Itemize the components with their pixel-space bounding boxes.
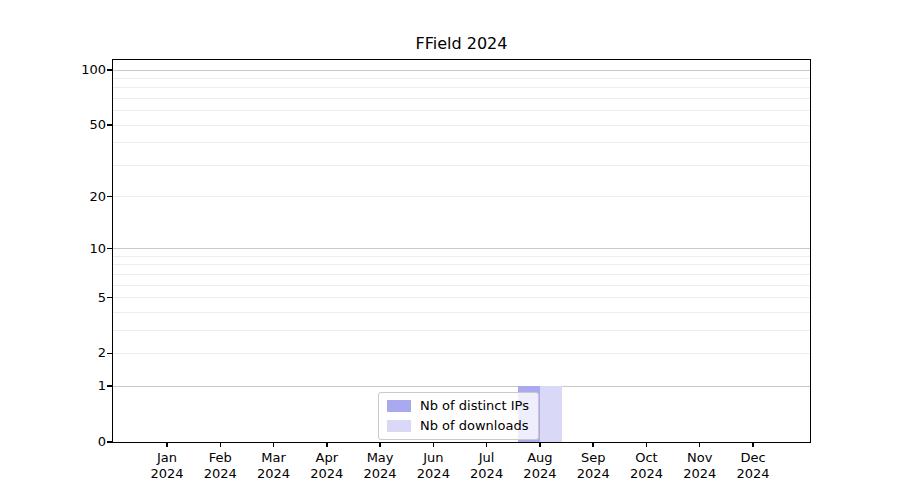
gridline-y-1: [113, 386, 810, 387]
x-axis-tick-label-line: 2024: [512, 466, 568, 482]
y-axis-tick-50: [107, 124, 112, 126]
x-axis-tick-oct-2024: [646, 442, 648, 447]
x-axis-tick-jun-2024: [433, 442, 435, 447]
gridline-y-80: [113, 87, 810, 88]
gridline-y-6: [113, 285, 810, 286]
x-axis-tick-label-line: 2024: [299, 466, 355, 482]
x-axis-tick-jan-2024: [166, 442, 168, 447]
gridline-y-2: [113, 353, 810, 354]
gridline-y-20: [113, 196, 810, 197]
x-axis-tick-label-line: 2024: [725, 466, 781, 482]
y-axis-tick-0: [107, 441, 112, 443]
x-axis-tick-label-line: 2024: [459, 466, 515, 482]
x-axis-tick-label-line: Jun: [405, 450, 461, 466]
y-axis-tick-label-20: 20: [58, 189, 106, 205]
x-axis-tick-label-aug-2024: Aug2024: [512, 450, 568, 481]
x-axis-tick-label-line: Sep: [565, 450, 621, 466]
y-axis-tick-20: [107, 196, 112, 198]
x-axis-tick-label-jun-2024: Jun2024: [405, 450, 461, 481]
x-axis-tick-label-line: Feb: [192, 450, 248, 466]
gridline-y-4: [113, 312, 810, 313]
gridline-y-50: [113, 125, 810, 126]
gridline-y-100: [113, 70, 810, 71]
x-axis-tick-label-may-2024: May2024: [352, 450, 408, 481]
gridline-y-7: [113, 274, 810, 275]
x-axis-tick-label-line: Apr: [299, 450, 355, 466]
x-axis-tick-feb-2024: [220, 442, 222, 447]
x-axis-tick-label-line: 2024: [672, 466, 728, 482]
legend-swatch-downloads: [387, 420, 411, 432]
legend-item-distinct-ips: Nb of distinct IPs: [387, 398, 529, 414]
x-axis-tick-jul-2024: [486, 442, 488, 447]
bar-nb-of-downloads-aug-2024: [540, 386, 562, 442]
x-axis-tick-label-line: Nov: [672, 450, 728, 466]
x-axis-tick-label-line: 2024: [565, 466, 621, 482]
gridline-y-3: [113, 330, 810, 331]
y-axis-tick-label-5: 5: [58, 290, 106, 306]
x-axis-tick-label-jan-2024: Jan2024: [139, 450, 195, 481]
x-axis-tick-label-line: 2024: [192, 466, 248, 482]
legend: Nb of distinct IPs Nb of downloads: [378, 392, 539, 440]
y-axis-tick-100: [107, 69, 112, 71]
y-axis-tick-5: [107, 297, 112, 299]
x-axis-tick-label-dec-2024: Dec2024: [725, 450, 781, 481]
y-axis-tick-label-0: 0: [58, 434, 106, 450]
chart-title: FField 2024: [113, 34, 810, 54]
x-axis-tick-label-apr-2024: Apr2024: [299, 450, 355, 481]
x-axis-tick-may-2024: [379, 442, 381, 447]
x-axis-tick-label-line: Oct: [618, 450, 674, 466]
x-axis-tick-label-line: 2024: [139, 466, 195, 482]
x-axis-tick-label-line: Jan: [139, 450, 195, 466]
legend-label-downloads: Nb of downloads: [420, 418, 528, 434]
gridline-y-9: [113, 256, 810, 257]
x-axis-tick-aug-2024: [539, 442, 541, 447]
y-axis-tick-label-10: 10: [58, 241, 106, 257]
x-axis-tick-apr-2024: [326, 442, 328, 447]
x-axis-tick-label-line: 2024: [246, 466, 302, 482]
figure: FField 2024 Nb of distinct IPs Nb of dow…: [0, 0, 900, 500]
gridline-y-90: [113, 78, 810, 79]
gridline-y-5: [113, 297, 810, 298]
y-axis-tick-label-1: 1: [58, 378, 106, 394]
x-axis-tick-label-line: May: [352, 450, 408, 466]
gridline-y-40: [113, 142, 810, 143]
x-axis-tick-label-line: Jul: [459, 450, 515, 466]
y-axis-tick-10: [107, 248, 112, 250]
x-axis-tick-label-nov-2024: Nov2024: [672, 450, 728, 481]
x-axis-tick-label-line: Dec: [725, 450, 781, 466]
x-axis-tick-label-line: Mar: [246, 450, 302, 466]
y-axis-tick-label-2: 2: [58, 345, 106, 361]
x-axis-tick-dec-2024: [752, 442, 754, 447]
y-axis-tick-label-50: 50: [58, 117, 106, 133]
x-axis-tick-mar-2024: [273, 442, 275, 447]
x-axis-tick-label-line: Aug: [512, 450, 568, 466]
gridline-y-60: [113, 110, 810, 111]
y-axis-tick-label-100: 100: [58, 62, 106, 78]
gridline-y-8: [113, 264, 810, 265]
legend-label-distinct-ips: Nb of distinct IPs: [420, 398, 529, 414]
x-axis-tick-label-line: 2024: [405, 466, 461, 482]
gridline-y-10: [113, 248, 810, 249]
x-axis-tick-label-sep-2024: Sep2024: [565, 450, 621, 481]
legend-item-downloads: Nb of downloads: [387, 418, 529, 434]
x-axis-tick-label-mar-2024: Mar2024: [246, 450, 302, 481]
x-axis-tick-label-line: 2024: [352, 466, 408, 482]
gridline-y-70: [113, 98, 810, 99]
legend-swatch-distinct-ips: [387, 400, 411, 412]
x-axis-tick-label-jul-2024: Jul2024: [459, 450, 515, 481]
y-axis-tick-2: [107, 353, 112, 355]
x-axis-tick-label-line: 2024: [618, 466, 674, 482]
x-axis-tick-label-oct-2024: Oct2024: [618, 450, 674, 481]
x-axis-tick-nov-2024: [699, 442, 701, 447]
x-axis-tick-label-feb-2024: Feb2024: [192, 450, 248, 481]
gridline-y-30: [113, 165, 810, 166]
y-axis-tick-1: [107, 385, 112, 387]
x-axis-tick-sep-2024: [592, 442, 594, 447]
